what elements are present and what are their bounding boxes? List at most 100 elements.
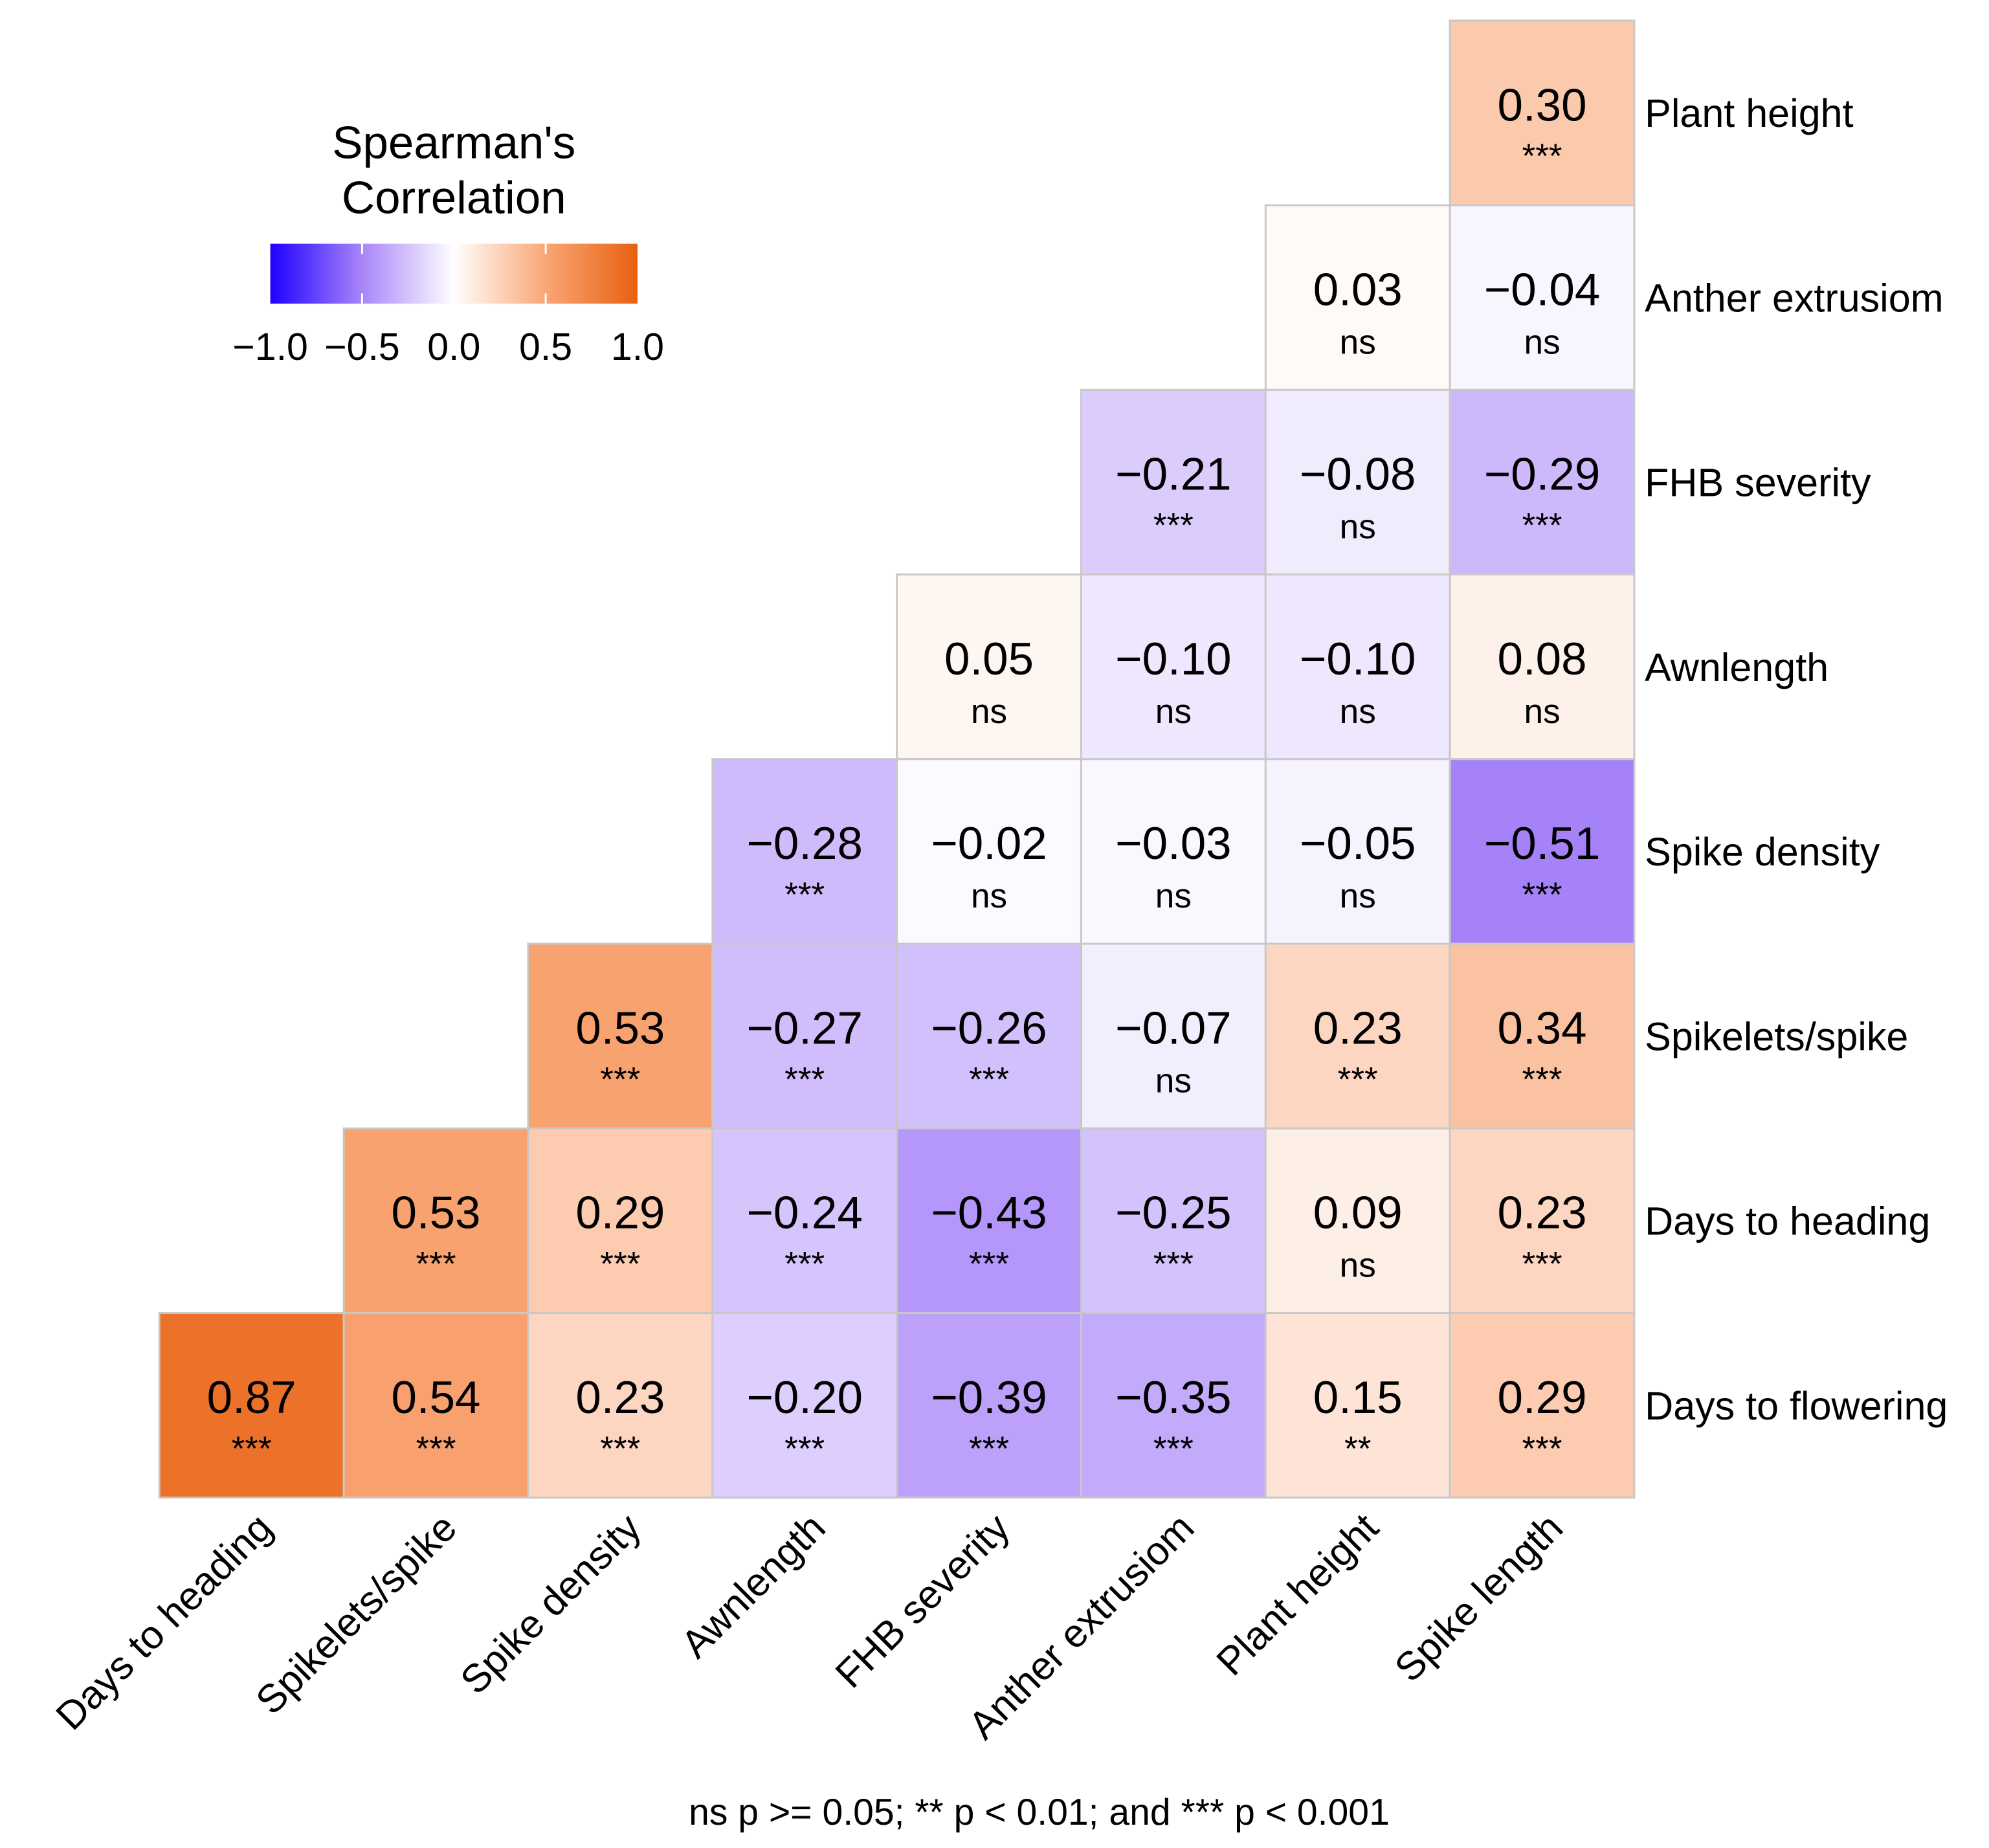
cell-significance-label: ns	[1340, 323, 1376, 361]
column-label: Plant height	[1208, 1505, 1386, 1684]
heatmap-cell	[1264, 1127, 1451, 1314]
cell-value-label: 0.87	[207, 1372, 296, 1423]
legend-tick-label: 1.0	[611, 326, 664, 368]
cell-significance-label: ns	[1340, 1247, 1376, 1285]
cell-value-label: −0.02	[931, 818, 1047, 869]
cell-significance-label: ***	[1522, 507, 1562, 545]
cell-value-label: −0.28	[746, 818, 862, 869]
heatmap-cell	[1080, 1312, 1267, 1499]
column-label: Spike length	[1386, 1505, 1572, 1690]
cell-significance-label: ***	[969, 1060, 1009, 1098]
legend-tick-label: 0.5	[519, 326, 572, 368]
cell-value-label: −0.10	[1300, 634, 1416, 685]
cell-value-label: −0.21	[1115, 449, 1231, 500]
cell-significance-label: ***	[416, 1245, 456, 1284]
heatmap-cell	[342, 1127, 529, 1314]
column-label: Spike density	[452, 1505, 649, 1702]
cell-significance-label: ***	[600, 1060, 640, 1098]
heatmap-cell	[1449, 388, 1636, 576]
row-label: Anther extrusiom	[1645, 276, 1943, 320]
cell-significance-label: ***	[1338, 1060, 1378, 1098]
cell-value-label: −0.35	[1115, 1372, 1231, 1423]
legend-title-line2: Correlation	[342, 172, 566, 223]
heatmap-cell	[1449, 1127, 1636, 1314]
cell-significance-label: ***	[1522, 1430, 1562, 1468]
heatmap-cell	[1080, 388, 1267, 576]
cell-value-label: 0.08	[1498, 634, 1587, 685]
heatmap-cell	[1264, 1312, 1451, 1499]
heatmap-cells: 0.30 *** 0.03 ns −0.04 ns −0.21 *** −0.08 ns −0.29…	[158, 19, 1636, 1499]
heatmap-cell	[1264, 204, 1451, 391]
cell-significance-label: ***	[1522, 1245, 1562, 1284]
cell-significance-label: ***	[784, 1245, 825, 1284]
heatmap-cell	[1264, 388, 1451, 576]
cell-value-label: −0.05	[1300, 818, 1416, 869]
cell-significance-label: ns	[1155, 1062, 1192, 1100]
cell-value-label: 0.34	[1498, 1003, 1587, 1054]
row-label: Days to heading	[1645, 1199, 1930, 1243]
heatmap-cell	[1449, 573, 1636, 761]
cell-significance-label: ns	[1155, 693, 1192, 731]
heatmap-cell	[1449, 204, 1636, 391]
cell-value-label: 0.29	[575, 1188, 665, 1239]
cell-value-label: −0.51	[1484, 818, 1600, 869]
cell-significance-label: ns	[1340, 508, 1376, 546]
row-label: FHB severity	[1645, 461, 1871, 505]
cell-value-label: 0.15	[1313, 1372, 1403, 1423]
cell-value-label: 0.30	[1498, 80, 1587, 131]
cell-significance-label: ***	[784, 1060, 825, 1098]
column-label: Spikelets/spike	[247, 1505, 465, 1722]
row-labels: Plant height Anther extrusiom FHB severity…	[1645, 91, 1948, 1428]
cell-significance-label: ns	[971, 877, 1007, 915]
cell-value-label: −0.03	[1115, 818, 1231, 869]
cell-value-label: 0.05	[944, 634, 1034, 685]
heatmap-cell	[527, 1312, 714, 1499]
cell-significance-label: ns	[1155, 877, 1192, 915]
heatmap-cell	[527, 1127, 714, 1314]
cell-significance-label: ***	[969, 1430, 1009, 1468]
heatmap-cell	[1449, 1312, 1636, 1499]
legend-tick-label: −0.5	[324, 326, 400, 368]
legend-ticks: −1.0 −0.5 0.0 0.5 1.0	[232, 243, 664, 368]
cell-significance-label: ns	[971, 693, 1007, 731]
cell-significance-label: ***	[784, 1430, 825, 1468]
heatmap-cell	[1264, 942, 1451, 1130]
heatmap-cell	[896, 942, 1082, 1130]
cell-value-label: 0.53	[391, 1188, 480, 1239]
heatmap-cell	[1264, 758, 1451, 945]
heatmap-cell	[1080, 758, 1267, 945]
cell-significance-label: ns	[1524, 323, 1560, 361]
cell-value-label: 0.29	[1498, 1372, 1587, 1423]
heatmap-cell	[1080, 942, 1267, 1130]
legend: Spearman's Correlation −1.0 −0.5 0.0 0.5 1.0	[232, 118, 664, 368]
cell-significance-label: ***	[1522, 1060, 1562, 1098]
column-label: Days to heading	[47, 1505, 280, 1738]
heatmap-cell	[158, 1312, 345, 1499]
cell-significance-label: ***	[600, 1245, 640, 1284]
column-label: FHB severity	[827, 1505, 1018, 1696]
heatmap-cell	[711, 942, 898, 1130]
row-label: Spikelets/spike	[1645, 1014, 1908, 1058]
cell-significance-label: **	[1344, 1430, 1371, 1468]
cell-value-label: 0.53	[575, 1003, 665, 1054]
legend-tick-label: −1.0	[232, 326, 308, 368]
heatmap-cell	[896, 1127, 1082, 1314]
cell-value-label: −0.20	[746, 1372, 862, 1423]
heatmap-cell	[896, 758, 1082, 945]
heatmap-cell	[1080, 573, 1267, 761]
cell-significance-label: ***	[784, 876, 825, 914]
cell-value-label: −0.39	[931, 1372, 1047, 1423]
cell-value-label: −0.29	[1484, 449, 1600, 500]
cell-value-label: 0.09	[1313, 1188, 1403, 1239]
cell-significance-label: ***	[969, 1245, 1009, 1284]
cell-value-label: 0.23	[575, 1372, 665, 1423]
cell-value-label: −0.43	[931, 1188, 1047, 1239]
cell-value-label: −0.07	[1115, 1003, 1231, 1054]
heatmap-cell	[1449, 942, 1636, 1130]
heatmap-cell	[1449, 19, 1636, 206]
cell-value-label: −0.24	[746, 1188, 862, 1239]
cell-significance-label: ***	[1522, 137, 1562, 175]
cell-value-label: 0.23	[1498, 1188, 1587, 1239]
cell-value-label: −0.04	[1484, 265, 1600, 316]
column-label: Awnlength	[672, 1505, 834, 1666]
